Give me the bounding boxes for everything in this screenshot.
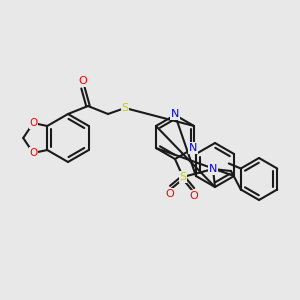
Text: O: O	[79, 76, 87, 86]
Text: O: O	[29, 118, 37, 128]
Text: O: O	[190, 191, 198, 201]
Text: N: N	[209, 164, 217, 174]
Text: N: N	[171, 109, 179, 119]
Text: N: N	[189, 143, 197, 153]
Text: S: S	[122, 103, 129, 113]
Text: S: S	[179, 172, 187, 182]
Text: O: O	[166, 189, 174, 199]
Text: O: O	[29, 148, 37, 158]
